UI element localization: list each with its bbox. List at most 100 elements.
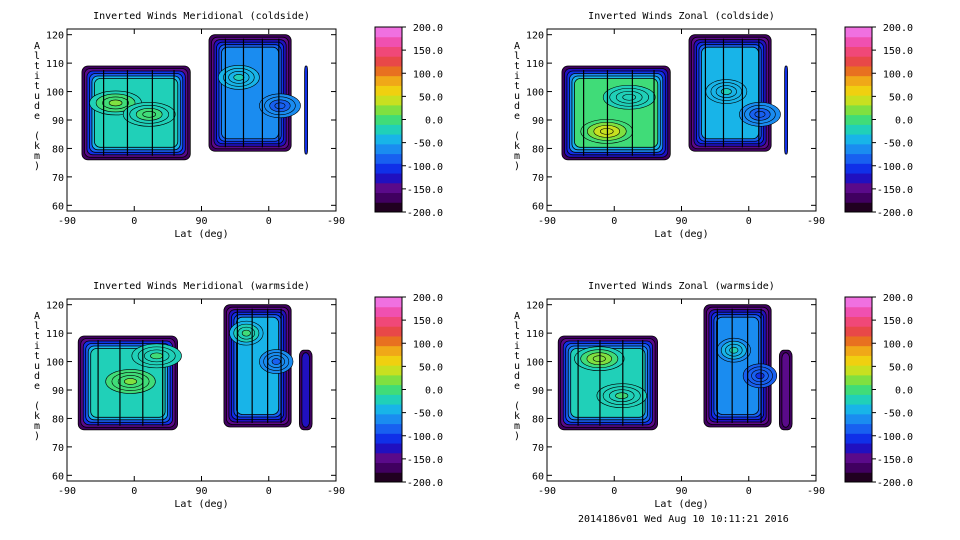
colorbar-tick-label: -50.0 (413, 409, 443, 420)
contour-blob (142, 111, 156, 118)
contour-blob (124, 378, 138, 385)
x-axis-label: Lat (deg) (654, 499, 708, 510)
colorbar-swatch (375, 56, 402, 67)
colorbar-swatch (375, 384, 402, 395)
contour-band (304, 65, 309, 155)
colorbar-swatch (375, 27, 402, 38)
colorbar-swatch (375, 182, 402, 194)
colorbar-swatch (375, 306, 402, 317)
colorbar-swatch (845, 423, 872, 434)
colorbar-swatch (375, 65, 402, 77)
contour-blob (150, 352, 164, 360)
colorbar-swatch (375, 472, 402, 483)
colorbar-swatch (375, 124, 402, 135)
colorbar-swatch (845, 46, 872, 57)
colorbar-swatch (845, 404, 872, 415)
y-tick-label: 80 (52, 144, 64, 155)
colorbar-swatch (845, 114, 872, 125)
colorbar-swatch (375, 355, 402, 366)
colorbar-swatch (845, 134, 872, 145)
colorbar-swatch (845, 413, 872, 425)
chart-panel-2: Inverted Winds Meridional (warmside) 60 70… (34, 281, 443, 510)
colorbar-swatch (845, 85, 872, 96)
colorbar-swatch (375, 374, 402, 386)
colorbar-swatch (375, 443, 402, 454)
colorbar-swatch (375, 134, 402, 145)
colorbar-tick-label: 0.0 (425, 386, 443, 397)
contour-blob (108, 99, 123, 107)
colorbar-tick-label: 0.0 (895, 116, 913, 127)
colorbar-tick-label: -200.0 (407, 208, 443, 219)
colorbar-swatch (845, 36, 872, 47)
colorbar-tick-label: 200.0 (413, 23, 443, 34)
contour-blob (754, 111, 766, 118)
y-tick-label: 90 (52, 386, 64, 397)
colorbar-tick-label: 150.0 (883, 316, 913, 327)
x-tick-label: -90 (807, 216, 825, 227)
colorbar-swatch (375, 433, 402, 444)
colorbar-swatch (375, 316, 402, 327)
colorbar-swatch (375, 326, 402, 337)
y-tick-label: 120 (46, 301, 64, 312)
y-tick-label: 80 (532, 414, 544, 425)
contour-band (301, 352, 310, 428)
colorbar-swatch (845, 326, 872, 337)
colorbar-swatch (375, 173, 402, 184)
y-tick-label: 60 (532, 201, 544, 212)
footer-timestamp: 2014186v01 Wed Aug 10 10:11:21 2016 (578, 514, 789, 525)
colorbar-swatch (845, 27, 872, 38)
colorbar-tick-label: -200.0 (877, 208, 913, 219)
y-tick-label: 100 (526, 88, 544, 99)
colorbar-swatch (375, 404, 402, 415)
contour-blob (622, 93, 636, 101)
colorbar-tick-label: 0.0 (895, 386, 913, 397)
colorbar-tick-label: 0.0 (425, 116, 443, 127)
chart-title: Inverted Winds Meridional (warmside) (93, 281, 310, 292)
y-tick-label: 60 (52, 471, 64, 482)
chart-title: Inverted Winds Meridional (coldside) (93, 11, 310, 22)
x-tick-label: -90 (58, 486, 76, 497)
colorbar-tick-label: -100.0 (877, 432, 913, 443)
colorbar-swatch (375, 85, 402, 96)
colorbar-tick-label: -200.0 (407, 478, 443, 489)
colorbar-tick-label: -200.0 (877, 478, 913, 489)
colorbar-swatch (845, 345, 872, 356)
contour-blob (233, 74, 245, 81)
colorbar-tick-label: -150.0 (407, 455, 443, 466)
data-layer (557, 304, 793, 431)
y-tick-label: 80 (532, 144, 544, 155)
contour-blob (274, 102, 286, 110)
contour-blob (729, 346, 739, 354)
y-tick-label: 80 (52, 414, 64, 425)
x-tick-label: 90 (675, 486, 687, 497)
x-tick-label: -90 (327, 216, 345, 227)
x-tick-label: 0 (746, 216, 752, 227)
x-tick-label: 0 (266, 486, 272, 497)
colorbar-tick-label: -50.0 (413, 139, 443, 150)
contour-band (784, 65, 789, 155)
colorbar-swatch (845, 394, 872, 405)
chart-panel-1: Inverted Winds Zonal (coldside) 60 70 80 90 1… (514, 11, 913, 240)
colorbar-swatch (845, 173, 872, 184)
y-tick-label: 100 (46, 88, 64, 99)
colorbar-swatch (375, 452, 402, 464)
colorbar-swatch (845, 202, 872, 213)
contour-band (781, 352, 790, 428)
colorbar-swatch (375, 394, 402, 405)
chart-panel-3: Inverted Winds Zonal (warmside) 60 70 80 90 1… (514, 281, 913, 510)
colorbar-tick-label: -150.0 (407, 185, 443, 196)
contour-blob (241, 329, 251, 337)
chart-panel-0: Inverted Winds Meridional (coldside) 60 70… (34, 11, 443, 240)
colorbar-tick-label: -150.0 (877, 455, 913, 466)
colorbar-swatch (845, 163, 872, 174)
y-tick-label: 60 (532, 471, 544, 482)
colorbar-tick-label: 50.0 (419, 362, 443, 373)
colorbar-swatch (375, 114, 402, 125)
y-tick-label: 120 (526, 31, 544, 42)
colorbar-swatch (375, 75, 402, 86)
x-tick-label: 0 (611, 216, 617, 227)
x-tick-label: 0 (131, 486, 137, 497)
